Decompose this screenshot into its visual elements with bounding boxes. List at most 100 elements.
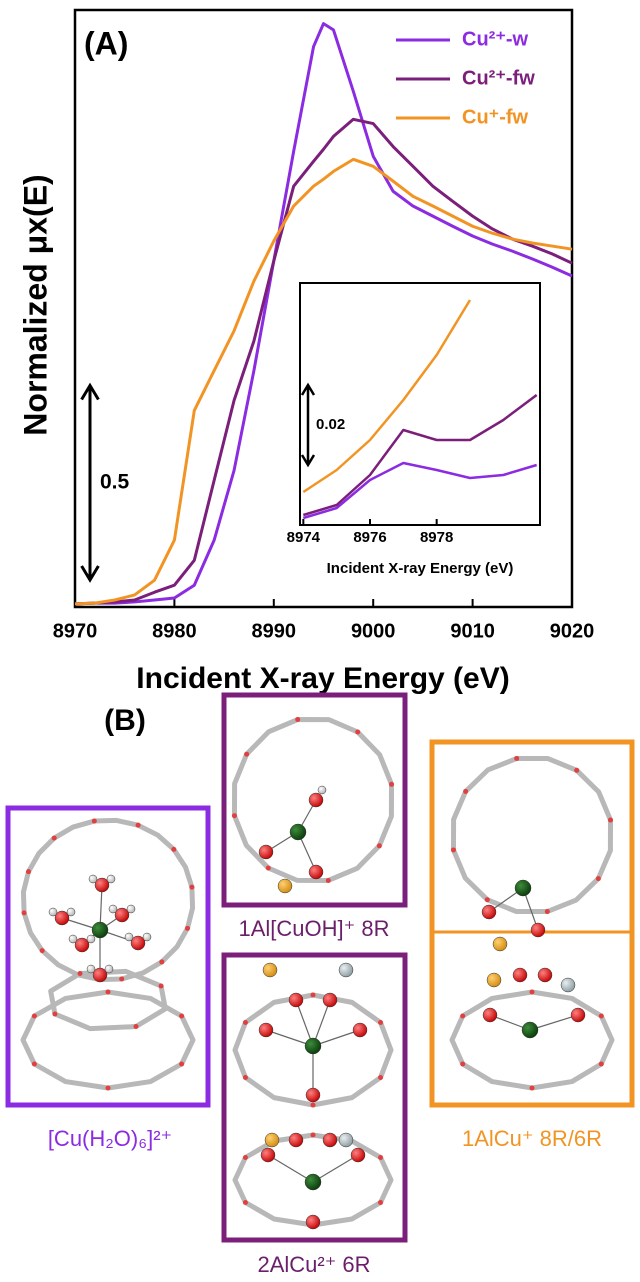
oxygen xyxy=(243,1200,248,1205)
legend-label: Cu²⁺-w xyxy=(462,28,529,50)
oxygen xyxy=(323,1133,337,1147)
oxygen xyxy=(355,729,360,734)
x-tick-label: 9010 xyxy=(450,620,495,642)
oxygen xyxy=(32,1062,37,1067)
oxygen xyxy=(574,768,579,773)
oxygen xyxy=(389,782,394,787)
inset-frame xyxy=(300,283,540,525)
hydrogen xyxy=(318,786,326,794)
hydrogen xyxy=(87,935,95,943)
oxygen xyxy=(133,1024,138,1029)
x-tick-label: 9020 xyxy=(550,620,595,642)
x-tick-label: 9000 xyxy=(351,620,396,642)
panel-label: (A) xyxy=(84,25,128,61)
framework-bond xyxy=(23,820,192,979)
oxygen xyxy=(306,1088,320,1102)
oxygen xyxy=(136,823,141,828)
framework-bond xyxy=(453,758,610,911)
hydrogen xyxy=(87,965,95,973)
hydrogen xyxy=(49,908,57,916)
oxygen xyxy=(531,923,545,937)
x-tick-label: 8976 xyxy=(353,529,386,546)
oxygen xyxy=(243,1075,248,1080)
silicon xyxy=(339,963,353,977)
copper xyxy=(522,1022,538,1038)
hydrogen xyxy=(89,875,97,883)
oxygen xyxy=(32,1014,37,1019)
oxygen xyxy=(483,1008,497,1022)
structures: [Cu(H₂O)₆]²⁺ 1Al[CuOH]⁺ 8R 2AlCu²⁺ 6R 1A… xyxy=(8,695,632,1277)
oxygen xyxy=(22,910,27,915)
oxygen xyxy=(482,905,496,919)
aluminum xyxy=(278,879,292,893)
oxygen xyxy=(289,1133,303,1147)
oxygen xyxy=(309,865,323,879)
oxygen xyxy=(311,1133,316,1138)
aluminum xyxy=(493,937,507,951)
x-tick-label: 8980 xyxy=(152,620,197,642)
oxygen xyxy=(189,885,194,890)
oxygen xyxy=(514,756,519,761)
oxygen xyxy=(608,818,613,823)
oxygen xyxy=(243,1155,248,1160)
oxygen xyxy=(244,752,249,757)
oxygen xyxy=(259,845,273,859)
oxygen xyxy=(159,984,164,989)
oxygen xyxy=(159,959,164,964)
hydrogen xyxy=(67,908,75,916)
oxygen xyxy=(545,909,550,914)
hydrogen xyxy=(127,905,135,913)
oxygen xyxy=(311,993,316,998)
oxygen xyxy=(92,819,97,824)
oxygen xyxy=(599,1062,604,1067)
oxygen xyxy=(599,1014,604,1019)
oxygen xyxy=(378,1155,383,1160)
x-tick-label: 8970 xyxy=(53,620,98,642)
x-tick-label: 8990 xyxy=(252,620,297,642)
copper xyxy=(305,1174,321,1190)
oxygen xyxy=(463,789,468,794)
scale-bar xyxy=(82,386,99,580)
oxygen xyxy=(261,1148,275,1162)
oxygen xyxy=(460,1014,465,1019)
structure-label: 2AlCu²⁺ 6R xyxy=(257,1252,370,1277)
oxygen xyxy=(596,876,601,881)
aluminum xyxy=(265,1133,279,1147)
oxygen xyxy=(179,1062,184,1067)
scale-bar-label: 0.5 xyxy=(100,470,130,493)
framework-bond xyxy=(452,992,612,1088)
copper xyxy=(305,1038,321,1054)
oxygen xyxy=(309,793,323,807)
oxygen xyxy=(378,1200,383,1205)
oxygen xyxy=(378,1075,383,1080)
hydrogen xyxy=(125,933,133,941)
oxygen xyxy=(52,836,57,841)
oxygen xyxy=(353,1023,367,1037)
oxygen xyxy=(306,1215,320,1229)
legend-label: Cu⁺-fw xyxy=(462,106,529,128)
oxygen xyxy=(232,813,237,818)
hydrogen xyxy=(107,875,115,883)
scale-bar-label: 0.02 xyxy=(316,416,345,433)
oxygen xyxy=(538,968,552,982)
oxygen xyxy=(460,1062,465,1067)
oxygen xyxy=(311,1103,316,1108)
panel-label: (B) xyxy=(104,704,146,737)
x-tick-label: 8978 xyxy=(420,529,453,546)
inset-x-axis-label: Incident X-ray Energy (eV) xyxy=(327,560,514,577)
oxygen xyxy=(530,990,535,995)
oxygen xyxy=(295,717,300,722)
oxygen xyxy=(26,869,31,874)
structure-label: 1AlCu⁺ 8R/6R xyxy=(462,1126,602,1151)
oxygen xyxy=(78,971,83,976)
copper xyxy=(92,922,108,938)
silicon xyxy=(561,978,575,992)
oxygen xyxy=(106,1086,111,1091)
silicon xyxy=(339,1133,353,1147)
oxygen xyxy=(243,1020,248,1025)
oxygen xyxy=(119,976,124,981)
hydrogen xyxy=(109,905,117,913)
oxygen xyxy=(179,1014,184,1019)
hydrogen xyxy=(105,965,113,973)
oxygen xyxy=(289,993,303,1007)
